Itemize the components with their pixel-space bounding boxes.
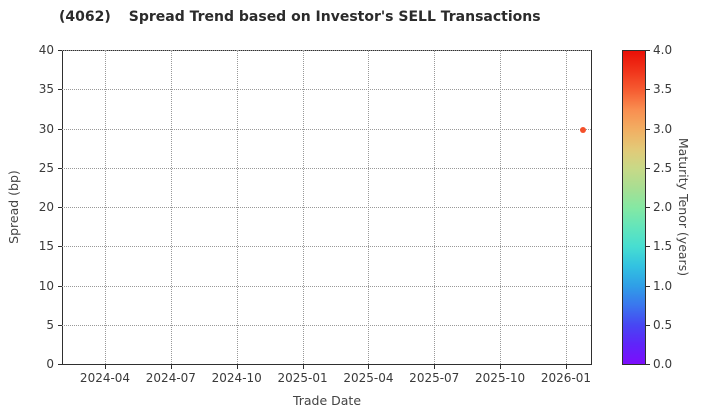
y-tick-label: 40 (38, 43, 54, 57)
gridline-y-20 (62, 207, 591, 208)
colorbar-tick-mark (646, 128, 650, 130)
colorbar-label: Maturity Tenor (years) (676, 137, 691, 277)
gridline-y-15 (62, 246, 591, 248)
colorbar-tick-mark (646, 324, 650, 326)
x-tick-label: 2024-04 (79, 371, 131, 385)
x-tick-label: 2024-10 (211, 371, 262, 385)
scatter-point (580, 127, 586, 134)
colorbar-tick-label: 0.5 (653, 317, 673, 332)
y-tick-mark (58, 246, 62, 248)
chart-title: (4062) Spread Trend based on Investor's S… (59, 9, 541, 25)
colorbar-tick-label: 3.5 (653, 82, 673, 97)
y-tick-label: 10 (38, 278, 54, 293)
gridline-x-2025-07 (434, 50, 436, 364)
gridline-x-2025-01 (302, 50, 304, 364)
colorbar-tick-label: 2.5 (653, 160, 673, 175)
y-tick-mark (58, 324, 62, 326)
x-axis-label: Trade Date (292, 393, 362, 408)
y-tick-label: 25 (38, 160, 54, 175)
colorbar-tick-mark (646, 207, 650, 208)
y-tick-mark (58, 285, 62, 287)
y-axis-label: Spread (bp) (6, 170, 21, 244)
x-tick-label: 2024-07 (145, 371, 196, 385)
y-tick-mark (58, 364, 62, 365)
y-tick-label: 5 (46, 317, 54, 332)
gridline-x-2024-07 (170, 50, 172, 364)
x-tick-label: 2026-01 (540, 371, 592, 385)
colorbar-tick-label: 1.0 (653, 278, 673, 293)
x-tick-label: 2025-07 (409, 371, 460, 385)
x-tick-mark (368, 365, 370, 369)
x-tick-label: 2025-10 (475, 371, 526, 385)
y-tick-label: 20 (38, 200, 54, 214)
colorbar-tick-label: 2.0 (653, 200, 673, 214)
gridline-x-2024-10 (236, 50, 238, 364)
chart-title-text: Spread Trend based on Investor's SELL Tr… (128, 9, 541, 25)
x-tick-mark (170, 365, 172, 369)
y-tick-label: 15 (38, 239, 54, 254)
colorbar-tick-mark (646, 50, 650, 51)
colorbar-tick-label: 1.5 (653, 239, 673, 254)
gridline-x-2025-04 (368, 50, 370, 364)
colorbar-tick-label: 3.0 (653, 121, 673, 136)
colorbar-tick-mark (646, 285, 650, 287)
y-tick-mark (58, 50, 62, 51)
colorbar-gradient (622, 50, 646, 365)
colorbar-tick-label: 0.0 (653, 357, 673, 371)
colorbar-tick-mark (646, 167, 650, 169)
y-tick-mark (58, 89, 62, 91)
colorbar-tick-mark (646, 364, 650, 365)
y-tick-mark (58, 207, 62, 208)
x-tick-mark (565, 365, 567, 369)
x-tick-label: 2025-01 (277, 371, 328, 385)
gridline-y-30 (62, 128, 591, 130)
gridline-y-10 (62, 285, 591, 287)
gridline-y-35 (62, 89, 591, 91)
x-tick-mark (236, 365, 238, 369)
x-tick-mark (434, 365, 436, 369)
y-tick-mark (58, 167, 62, 169)
x-tick-mark (105, 365, 106, 369)
gridline-x-2026-01 (565, 50, 567, 364)
gridline-x-2025-10 (500, 50, 502, 364)
colorbar-tick-label: 4.0 (653, 43, 673, 57)
gridline-y-25 (62, 167, 591, 169)
gridline-y-40 (62, 50, 591, 51)
chart-title-ticker: (4062) (59, 9, 111, 25)
y-tick-mark (58, 128, 62, 130)
x-tick-mark (500, 365, 502, 369)
gridline-x-2024-04 (105, 50, 106, 364)
gridline-y-5 (62, 324, 591, 326)
y-tick-label: 0 (46, 357, 54, 371)
colorbar-tick-mark (646, 246, 650, 248)
x-tick-label: 2025-04 (343, 371, 394, 385)
x-tick-mark (302, 365, 304, 369)
colorbar-tick-mark (646, 89, 650, 91)
y-tick-label: 35 (38, 82, 54, 97)
y-tick-label: 30 (38, 121, 54, 136)
